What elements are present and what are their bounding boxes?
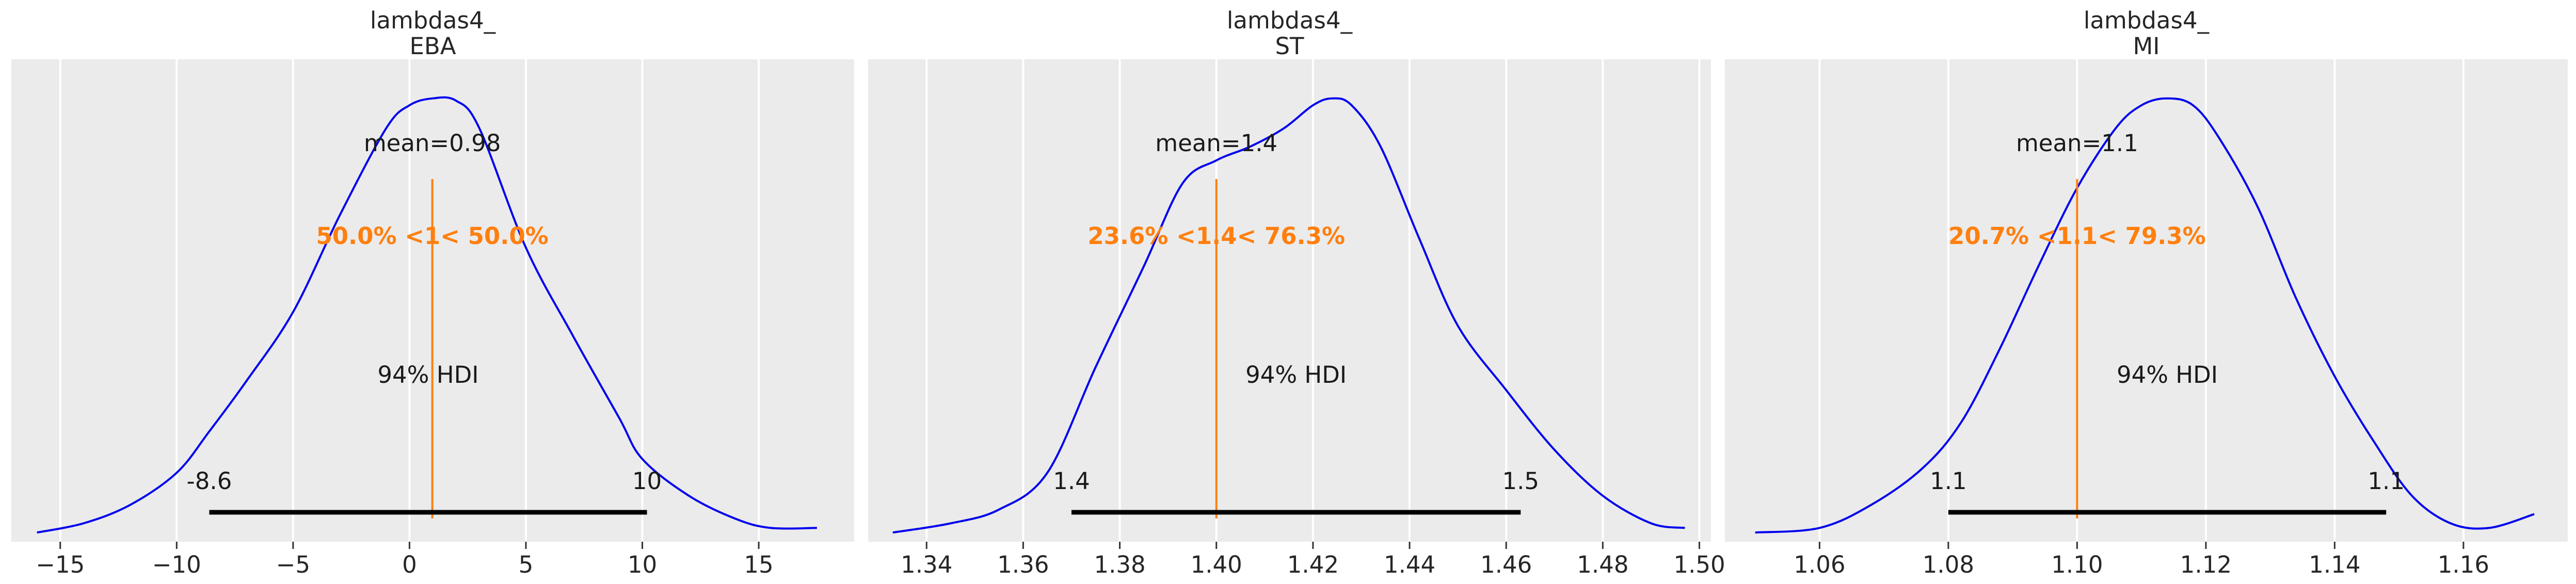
hdi-low-label: -8.6: [187, 467, 232, 495]
x-tick-label: 1.38: [1094, 551, 1145, 578]
density-curve: [1755, 97, 2535, 534]
x-tick-label: 1.14: [2309, 551, 2360, 578]
x-tick-label: 1.50: [1673, 551, 1725, 578]
panel-title: EBA: [409, 33, 456, 60]
hdi-low-label: 1.4: [1053, 467, 1090, 495]
mean-label: mean=0.98: [364, 129, 501, 157]
panel-title: lambdas4_: [370, 7, 496, 34]
hdi-low-label: 1.1: [1930, 467, 1967, 495]
x-tick-label: 5: [519, 551, 534, 578]
x-tick-label: −10: [152, 551, 201, 578]
x-tick-label: 1.48: [1577, 551, 1628, 578]
x-tick-label: 1.12: [2180, 551, 2232, 578]
x-tick-label: 0: [402, 551, 417, 578]
hdi-label: 94% HDI: [377, 361, 478, 388]
mean-label: mean=1.4: [1155, 129, 1277, 157]
hdi-label: 94% HDI: [1245, 361, 1347, 388]
hdi-high-label: 1.5: [1502, 467, 1539, 495]
panel-title: ST: [1275, 33, 1304, 60]
x-tick-label: 1.06: [1794, 551, 1845, 578]
hdi-high-label: 1.1: [2367, 467, 2405, 495]
x-tick-label: 1.44: [1384, 551, 1435, 578]
reference-label: 50.0% <1< 50.0%: [316, 222, 548, 250]
mean-label: mean=1.1: [2016, 129, 2138, 157]
x-tick-label: 1.36: [997, 551, 1049, 578]
x-tick-label: 1.34: [901, 551, 952, 578]
x-tick-label: 15: [744, 551, 773, 578]
reference-label: 23.6% <1.4< 76.3%: [1087, 222, 1345, 250]
x-tick-label: 1.42: [1287, 551, 1339, 578]
x-tick-label: −5: [276, 551, 310, 578]
x-tick-label: 1.10: [2051, 551, 2103, 578]
x-tick-label: 1.08: [1923, 551, 1974, 578]
x-tick-label: −15: [36, 551, 85, 578]
reference-label: 20.7% <1.1< 79.3%: [1948, 222, 2206, 250]
hdi-label: 94% HDI: [2117, 361, 2218, 388]
x-tick-label: 10: [628, 551, 657, 578]
plot-background: [868, 59, 1711, 542]
x-tick-label: 1.40: [1191, 551, 1242, 578]
panel-title: MI: [2133, 33, 2159, 60]
x-tick-label: 1.16: [2438, 551, 2489, 578]
density-curve: [37, 96, 817, 534]
panel-title: lambdas4_: [1227, 7, 1353, 34]
x-tick-label: 1.46: [1480, 551, 1532, 578]
panel-title: lambdas4_: [2084, 7, 2210, 34]
plot-background: [1725, 59, 2568, 542]
hdi-high-label: 10: [632, 467, 662, 495]
density-curve: [892, 97, 1685, 534]
